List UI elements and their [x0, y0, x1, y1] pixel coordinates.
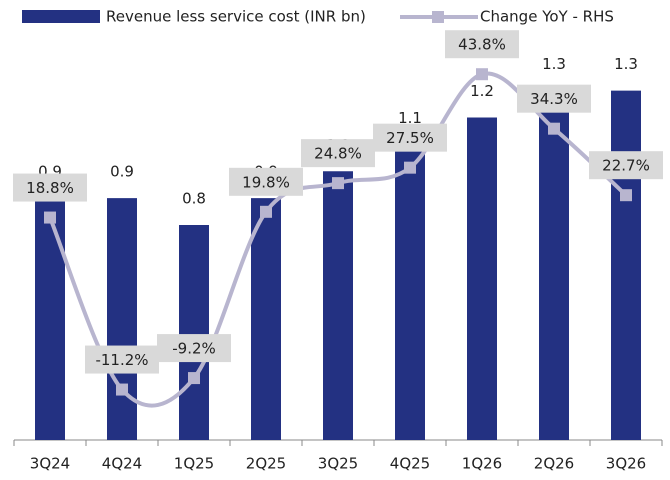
line-marker [476, 68, 488, 81]
label-box [229, 167, 303, 196]
label-box [589, 151, 663, 180]
bar-value-label: 1.3 [542, 55, 566, 73]
label-box [445, 30, 519, 59]
bar-value-label: 1.1 [398, 109, 422, 127]
legend-label: Revenue less service cost (INR bn) [106, 8, 366, 26]
line-marker [44, 211, 56, 224]
line-value-label: 22.7% [602, 157, 650, 175]
line-value-label: 27.5% [386, 129, 434, 147]
line-value-label: 18.8% [26, 179, 74, 197]
x-tick-label: 1Q25 [174, 455, 214, 473]
bar [323, 171, 353, 440]
line-value-label: 43.8% [458, 36, 506, 54]
bar [539, 90, 569, 440]
line-marker [332, 177, 344, 190]
x-tick-label: 1Q26 [462, 455, 502, 473]
line-marker [188, 372, 200, 385]
bar [395, 144, 425, 440]
label-box [85, 345, 159, 374]
x-tick-label: 2Q26 [534, 455, 574, 473]
bar [467, 117, 497, 440]
legend-swatch [22, 10, 100, 23]
line-value-label: 34.3% [530, 90, 578, 108]
legend-label: Change YoY - RHS [480, 8, 614, 26]
line-value-label: 19.8% [242, 173, 290, 191]
x-tick-label: 2Q25 [246, 455, 286, 473]
x-tick-label: 3Q25 [318, 455, 358, 473]
label-box [373, 123, 447, 152]
bar-value-label: 1.3 [614, 55, 638, 73]
bar [35, 198, 65, 440]
line-marker [260, 205, 272, 218]
x-tick-label: 3Q26 [606, 455, 646, 473]
label-box [13, 173, 87, 202]
x-tick-label: 4Q25 [390, 455, 430, 473]
label-box [301, 139, 375, 168]
line-value-label: 24.8% [314, 145, 362, 163]
bar [251, 198, 281, 440]
legend-marker [432, 11, 444, 23]
x-tick-label: 3Q24 [30, 455, 70, 473]
bar-value-label: 0.8 [182, 190, 206, 208]
bar-value-label: 1.2 [470, 82, 494, 100]
x-tick-label: 4Q24 [102, 455, 142, 473]
bar-value-label: 0.9 [110, 163, 134, 181]
line-value-label: -9.2% [172, 340, 216, 358]
bar [107, 198, 137, 440]
line-marker [404, 161, 416, 174]
bar [611, 90, 641, 440]
label-box [517, 84, 591, 113]
label-box [157, 334, 231, 363]
bar [179, 225, 209, 440]
legend: Revenue less service cost (INR bn) Chang… [22, 8, 614, 26]
line-marker [620, 189, 632, 202]
line-value-label: -11.2% [95, 351, 148, 369]
line-marker [116, 383, 128, 396]
line-marker [548, 122, 560, 135]
